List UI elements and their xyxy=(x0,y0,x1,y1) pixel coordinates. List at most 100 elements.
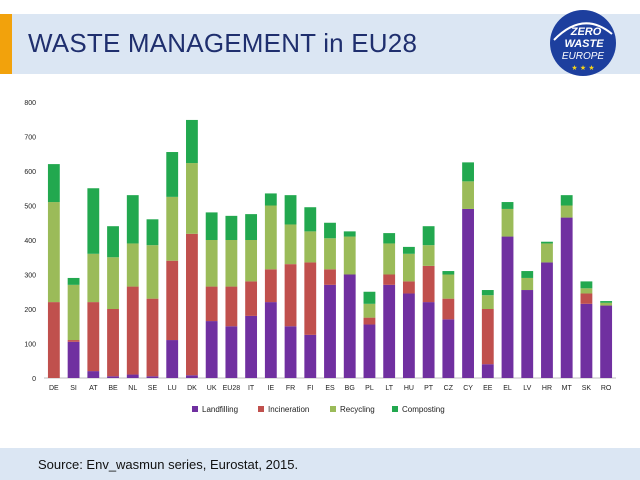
bar-segment-composting-lv xyxy=(521,271,534,278)
bar-segment-landfilling-ie xyxy=(264,302,277,378)
bar-segment-landfilling-lu xyxy=(166,340,179,378)
bar-segment-recycling-mt xyxy=(560,205,573,218)
bar-segment-recycling-bg xyxy=(343,236,356,275)
bar-segment-recycling-sk xyxy=(580,288,593,294)
logo-text-1: ZERO xyxy=(570,26,602,38)
y-tick-label: 700 xyxy=(24,135,36,142)
bar-segment-landfilling-cy xyxy=(462,208,474,378)
x-tick-label: EL xyxy=(503,385,512,392)
bar-segment-recycling-pt xyxy=(422,245,435,266)
bar-segment-recycling-pl xyxy=(363,303,376,318)
bar-segment-landfilling-eu28 xyxy=(225,326,238,378)
bar-segment-composting-be xyxy=(107,226,119,258)
bar-segment-recycling-eu28 xyxy=(225,240,238,287)
x-tick-label: LU xyxy=(168,385,177,392)
bar-segment-composting-se xyxy=(146,219,159,246)
bar-segment-landfilling-it xyxy=(245,315,258,378)
bar-segment-landfilling-be xyxy=(107,376,119,378)
legend-swatch-recycling xyxy=(330,406,336,412)
bar-segment-recycling-hu xyxy=(402,253,415,282)
x-tick-label: PL xyxy=(365,385,374,392)
bar-segment-composting-uk xyxy=(205,212,218,240)
legend-label-incineration: Incineration xyxy=(268,405,309,414)
logo-stars-icon: ★ ★ ★ xyxy=(571,64,594,72)
x-tick-label: CZ xyxy=(444,385,454,392)
bar-segment-recycling-uk xyxy=(205,240,218,287)
bar-segment-landfilling-lv xyxy=(521,290,534,378)
bar-segment-recycling-lt xyxy=(383,243,396,275)
bar-segment-composting-lu xyxy=(166,152,179,197)
logo-text-2: WASTE xyxy=(564,38,604,50)
bar-segment-recycling-ie xyxy=(264,205,277,270)
x-tick-label: NL xyxy=(128,385,137,392)
bar-segment-landfilling-pt xyxy=(422,302,435,378)
bar-segment-landfilling-se xyxy=(146,376,159,378)
bar-segment-incineration-pt xyxy=(422,265,435,303)
bar-segment-composting-pt xyxy=(422,226,435,246)
bar-segment-landfilling-at xyxy=(87,371,100,378)
bar-segment-landfilling-mt xyxy=(560,217,573,378)
x-tick-label: PT xyxy=(424,385,434,392)
bar-segment-incineration-fr xyxy=(284,264,297,327)
bar-segment-landfilling-sk xyxy=(580,303,593,378)
x-tick-label: AT xyxy=(89,385,98,392)
bar-segment-composting-mt xyxy=(560,195,573,206)
footer-bar xyxy=(0,448,640,480)
bar-segment-recycling-es xyxy=(324,238,336,270)
bar-segment-recycling-se xyxy=(146,245,159,299)
y-tick-label: 300 xyxy=(24,273,36,280)
bar-segment-incineration-es xyxy=(324,269,336,285)
x-tick-label: MT xyxy=(562,385,573,392)
bar-segment-incineration-cz xyxy=(442,298,455,320)
bar-segment-composting-sk xyxy=(580,281,593,289)
bar-segment-composting-de xyxy=(47,164,60,203)
x-tick-label: DK xyxy=(187,385,197,392)
x-tick-label: IE xyxy=(268,385,275,392)
x-tick-label: LV xyxy=(523,385,531,392)
bar-segment-composting-fr xyxy=(284,195,297,225)
x-tick-label: FR xyxy=(286,385,295,392)
bar-segment-composting-at xyxy=(87,188,100,254)
bar-segment-landfilling-cz xyxy=(442,319,455,378)
bar-segment-incineration-de xyxy=(47,302,60,378)
bar-segment-landfilling-ee xyxy=(481,364,494,378)
bar-segment-composting-it xyxy=(245,214,258,240)
bar-segment-recycling-de xyxy=(47,202,60,303)
y-tick-label: 100 xyxy=(24,342,36,349)
bar-segment-composting-ee xyxy=(481,290,494,296)
legend-swatch-incineration xyxy=(258,406,264,412)
x-tick-label: ES xyxy=(325,385,335,392)
x-tick-label: SI xyxy=(70,385,77,392)
legend-swatch-landfilling xyxy=(192,406,198,412)
bar-segment-composting-nl xyxy=(126,195,139,244)
bar-segment-recycling-ee xyxy=(481,295,494,309)
x-tick-label: SE xyxy=(148,385,158,392)
bar-segment-recycling-at xyxy=(87,253,100,303)
bar-segment-incineration-it xyxy=(245,281,258,316)
bar-segment-incineration-nl xyxy=(126,286,139,375)
bar-segment-recycling-hr xyxy=(541,243,553,263)
bar-segment-landfilling-bg xyxy=(343,274,356,378)
y-tick-label: 200 xyxy=(24,307,36,314)
title-bar xyxy=(0,14,640,74)
x-tick-label: BE xyxy=(108,385,118,392)
bar-segment-composting-eu28 xyxy=(225,215,238,240)
bar-segment-incineration-hu xyxy=(402,281,415,294)
bar-segment-composting-pl xyxy=(363,291,376,304)
x-tick-label: SK xyxy=(582,385,592,392)
bar-segment-recycling-ro xyxy=(600,302,613,306)
y-tick-label: 800 xyxy=(24,100,36,107)
bar-segment-landfilling-fi xyxy=(304,334,317,378)
bar-segment-incineration-uk xyxy=(205,286,218,322)
bar-segment-recycling-nl xyxy=(126,243,139,287)
bar-segment-recycling-dk xyxy=(186,163,198,234)
bar-segment-landfilling-hr xyxy=(541,262,553,378)
bar-segment-recycling-lu xyxy=(166,196,179,261)
y-tick-label: 500 xyxy=(24,204,36,211)
bar-segment-composting-es xyxy=(324,222,336,239)
bar-segment-landfilling-es xyxy=(324,284,336,378)
bar-segment-landfilling-uk xyxy=(205,321,218,378)
bar-segment-recycling-fi xyxy=(304,231,317,263)
bar-segment-composting-hu xyxy=(402,246,415,254)
x-tick-label: DE xyxy=(49,385,59,392)
